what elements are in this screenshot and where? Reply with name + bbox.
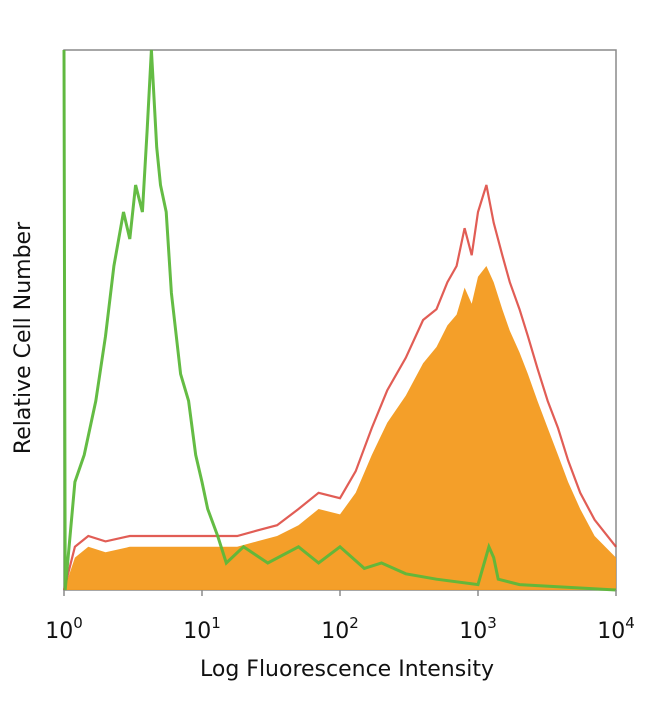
- x-tick-layer: 100 101 102 103 104: [45, 590, 635, 644]
- series-1-jagged-outline: [62, 184, 617, 591]
- series-0-filled: [64, 266, 616, 590]
- x-tick-label: 103: [459, 614, 497, 644]
- x-tick-label: 104: [597, 614, 635, 644]
- y-axis-title: Relative Cell Number: [11, 221, 36, 454]
- series-layer: [62, 49, 617, 592]
- x-axis-title: Log Fluorescence Intensity: [200, 657, 494, 682]
- series-2-outline: [62, 49, 617, 592]
- x-tick-label: 101: [183, 614, 221, 644]
- x-tick-label: 102: [321, 614, 359, 644]
- x-tick-label: 100: [45, 614, 83, 644]
